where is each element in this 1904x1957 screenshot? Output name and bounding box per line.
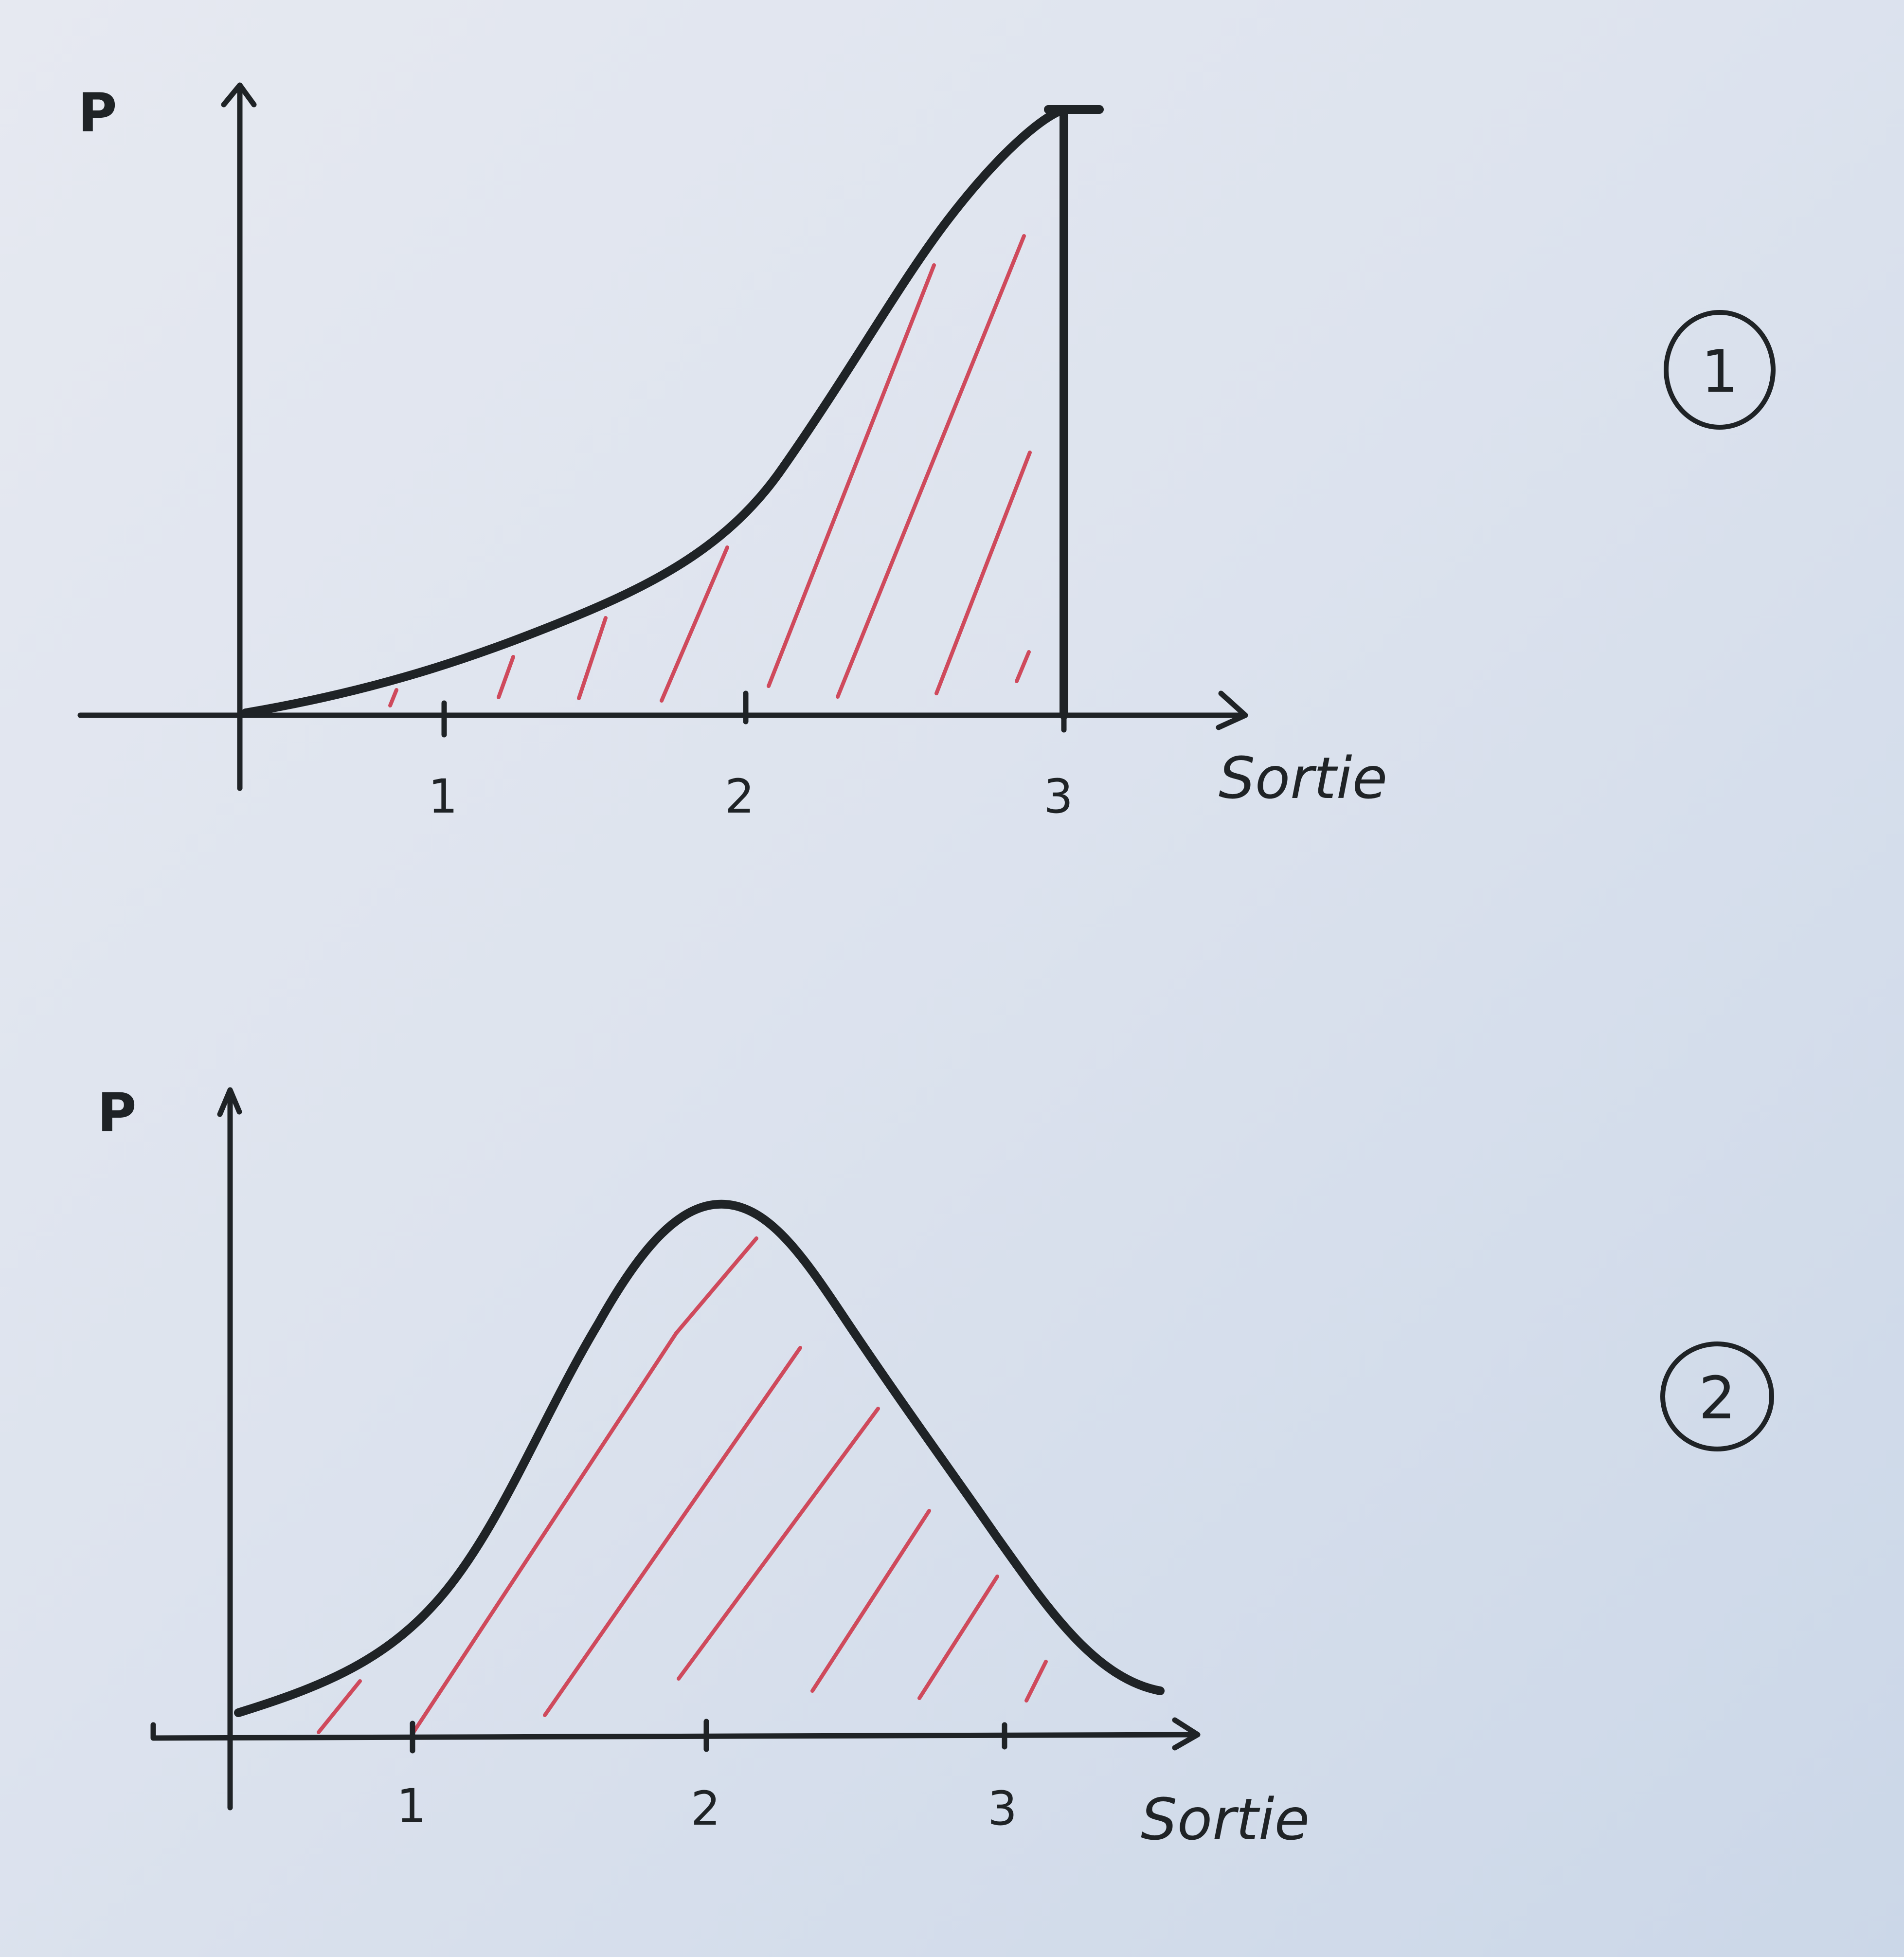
figure-2: P 1 2 3 Sortie 2 — [97, 1082, 1774, 1853]
figure-2-tick-label-1: 1 — [396, 1779, 426, 1833]
figure-1-number-badge: 1 — [1664, 310, 1776, 430]
figure-1-tick-label-1: 1 — [428, 769, 458, 824]
figure-1-curve — [241, 105, 1068, 717]
figure-1-y-label: P — [78, 82, 117, 144]
figure-1-y-arrow — [221, 82, 257, 108]
figure-2-y-label: P — [97, 1082, 137, 1144]
figure-1-number: 1 — [1701, 338, 1738, 406]
figure-2-number: 2 — [1699, 1365, 1736, 1432]
figure-1-tick-label-3: 3 — [1043, 769, 1073, 824]
figure-2-y-arrow — [217, 1087, 242, 1117]
figure-2-curve — [234, 1199, 1165, 1717]
figure-1-x-arrow — [1216, 690, 1248, 730]
figure-2-number-badge: 2 — [1660, 1341, 1774, 1451]
figure-1-hatching — [388, 234, 1032, 707]
figure-1-tick-label-2: 2 — [725, 769, 754, 824]
figure-2-tick-label-3: 3 — [988, 1781, 1017, 1836]
figure-2-x-axis — [150, 1722, 1200, 1741]
figure-2-x-arrow — [1172, 1717, 1201, 1751]
figure-2-x-label: Sortie — [1141, 1786, 1310, 1853]
figure-1: P 1 2 3 Sortie 1 — [77, 82, 1776, 824]
figure-2-hatching — [317, 1236, 1048, 1734]
figure-2-tick-label-2: 2 — [691, 1781, 720, 1836]
figure-1-x-label: Sortie — [1219, 744, 1387, 812]
